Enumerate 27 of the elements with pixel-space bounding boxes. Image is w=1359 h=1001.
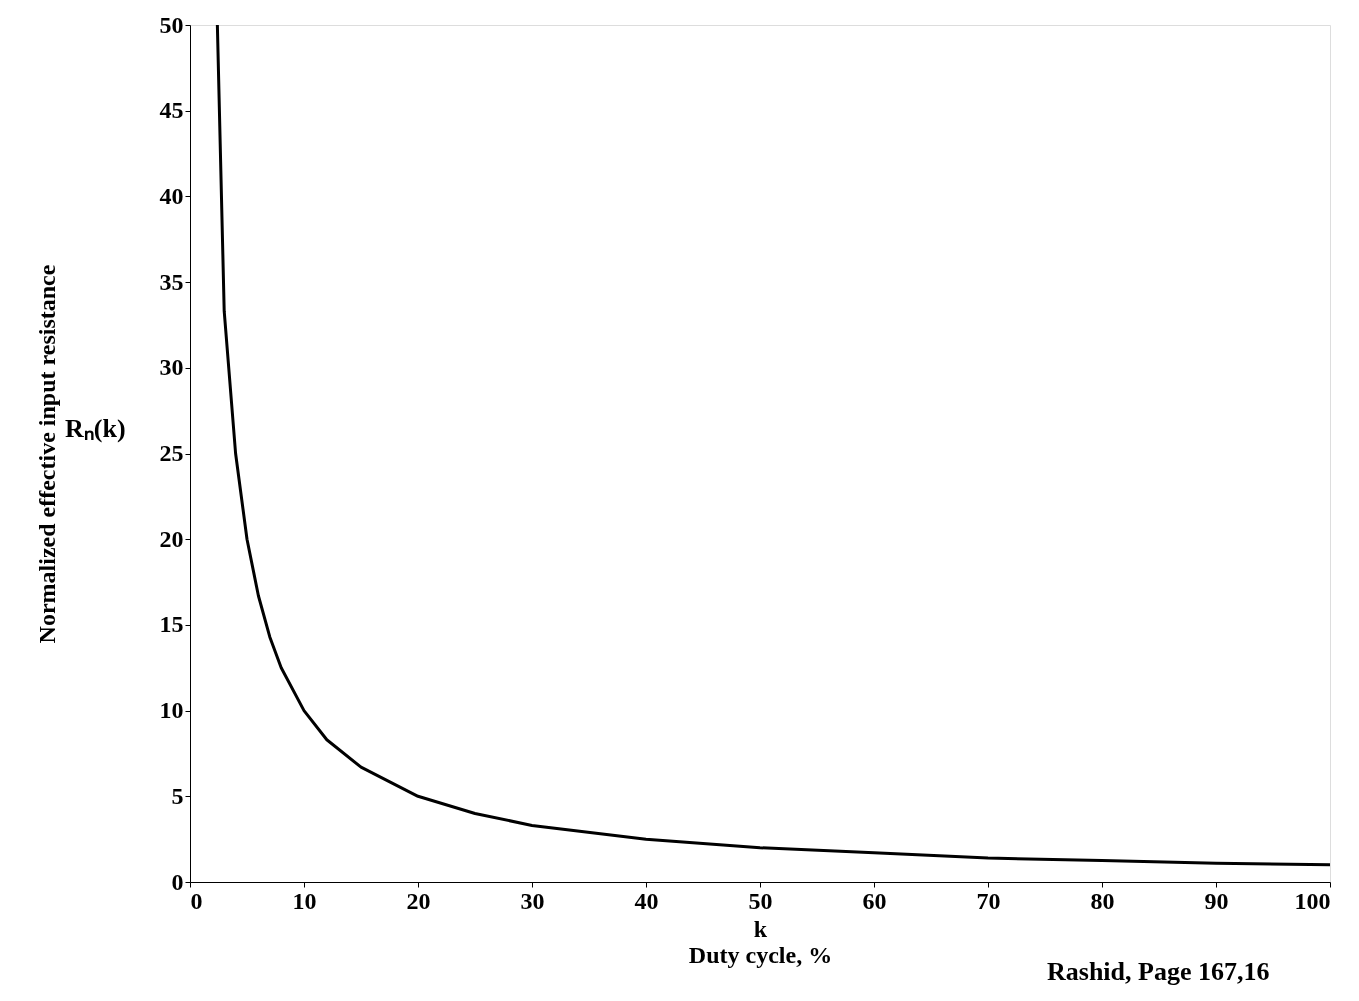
x-tick-label: 30 bbox=[520, 887, 545, 914]
x-tick-label: 70 bbox=[976, 887, 1001, 914]
x-tick-label: 90 bbox=[1204, 887, 1229, 914]
y-tick-label: 5 bbox=[171, 782, 184, 809]
line-series bbox=[215, 25, 1330, 867]
x-tick-label: 60 bbox=[862, 887, 887, 914]
y-tick-label: 15 bbox=[159, 611, 184, 638]
y-tick-label: 45 bbox=[159, 97, 184, 124]
y-tick-label: 20 bbox=[159, 525, 184, 552]
y-tick-label: 10 bbox=[159, 697, 184, 724]
y-tick-label: 50 bbox=[159, 11, 184, 38]
y-axis-title: Normalized effective input resistance bbox=[33, 264, 60, 644]
y-tick-label: 0 bbox=[171, 868, 184, 895]
y-tick-label: 35 bbox=[159, 268, 184, 295]
x-tick-label: 50 bbox=[748, 887, 773, 914]
y-tick-label: 40 bbox=[159, 182, 184, 209]
x-tick-label: 10 bbox=[292, 887, 317, 914]
x-axis-title: k Duty cycle, % bbox=[688, 915, 833, 968]
x-tick-label: 100 bbox=[1294, 887, 1331, 914]
text: Rashid, Page 167,16 bbox=[1047, 957, 1270, 986]
x-tick-label: 80 bbox=[1090, 887, 1115, 914]
x-tick-label: 0 bbox=[190, 887, 203, 914]
y-tick-label: 30 bbox=[159, 354, 184, 381]
x-tick-label: 20 bbox=[406, 887, 431, 914]
text: Rₙ(k) bbox=[65, 413, 126, 443]
y-tick-label: 25 bbox=[159, 440, 184, 466]
x-tick-label: 40 bbox=[634, 887, 659, 914]
